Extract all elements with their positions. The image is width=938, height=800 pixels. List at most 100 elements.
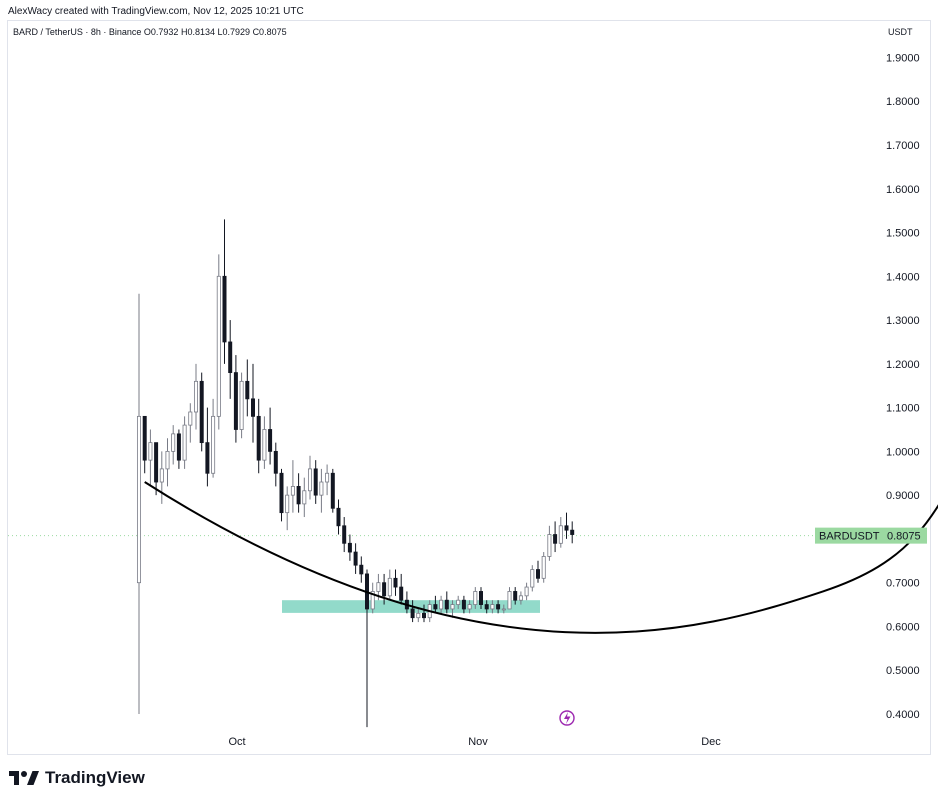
ohlc-low: L0.7929 (217, 27, 251, 37)
candle-body (518, 595, 523, 601)
candle-body (336, 507, 341, 527)
candle-body (330, 472, 335, 509)
tradingview-brand: TradingView (9, 768, 145, 788)
candle-body (382, 582, 387, 597)
candle-body (216, 275, 221, 417)
y-tick-label: 0.7000 (886, 578, 920, 590)
candle-body (376, 582, 381, 592)
candle-body (439, 599, 444, 610)
candle-body (547, 534, 552, 557)
currency-label: USDT (888, 27, 913, 37)
candle-body (250, 398, 255, 417)
candle-body (501, 608, 506, 611)
candle-body (279, 472, 284, 514)
candle-body (370, 591, 375, 610)
candle-body (302, 490, 307, 505)
candle-body (148, 442, 153, 461)
candle-body (188, 411, 193, 426)
candle-body (496, 604, 501, 610)
candle-body (228, 341, 233, 373)
candle-body (359, 564, 364, 575)
candle-body (245, 380, 250, 400)
candle-body (325, 472, 330, 483)
candle-body (142, 415, 147, 461)
y-tick-label: 1.4000 (886, 271, 920, 283)
y-tick-label: 1.9000 (886, 52, 920, 64)
candle-body (296, 485, 301, 505)
candle-body (233, 372, 238, 430)
candle-body (570, 529, 575, 535)
price-tag-symbol: BARDUSDT (819, 531, 880, 543)
tradingview-logo-icon (9, 771, 39, 785)
y-tick-label: 1.2000 (886, 359, 920, 371)
flash-icon (559, 710, 575, 726)
y-tick-label: 0.4000 (886, 709, 920, 721)
candle-body (285, 494, 290, 514)
y-tick-label: 1.3000 (886, 315, 920, 327)
candle-body (154, 442, 159, 483)
price-tag (815, 527, 927, 544)
candle-body (273, 450, 278, 474)
ohlc-high: H0.8134 (180, 27, 215, 37)
ohlc-close: C0.8075 (252, 27, 287, 37)
candle-body (182, 424, 187, 461)
candle-body (536, 569, 541, 579)
y-tick-label: 1.1000 (886, 403, 920, 415)
symbol-line: BARD / TetherUS · 8h · Binance (13, 27, 142, 37)
brand-name: TradingView (45, 768, 145, 787)
candle-body (558, 525, 563, 544)
candle-body (222, 275, 227, 343)
y-tick-label: 1.5000 (886, 228, 920, 240)
y-tick-label: 0.6000 (886, 621, 920, 633)
created-by-line: AlexWacy created with TradingView.com, N… (8, 6, 304, 17)
y-tick-label: 1.7000 (886, 140, 920, 152)
x-tick-label: Dec (701, 736, 721, 748)
candle-body (564, 525, 569, 531)
y-tick-label: 0.5000 (886, 665, 920, 677)
candle-body (159, 468, 164, 483)
y-tick-label: 1.8000 (886, 96, 920, 108)
y-tick-label: 1.6000 (886, 184, 920, 196)
candle-body (416, 612, 421, 619)
candle-body (467, 604, 472, 610)
candle-body (393, 577, 398, 588)
y-tick-label: 1.0000 (886, 446, 920, 458)
candle-body (199, 380, 204, 444)
candle-body (553, 534, 558, 544)
candle-body (171, 433, 176, 452)
candle-body (256, 415, 261, 461)
chart-frame (7, 20, 931, 755)
candle-body (461, 599, 466, 610)
candle-body (165, 450, 170, 470)
candle-body (410, 608, 415, 619)
candle-body (444, 599, 449, 610)
candle-body (530, 569, 535, 588)
x-tick-label: Nov (468, 736, 488, 748)
candle-body (433, 604, 438, 610)
candle-body (193, 380, 198, 413)
candle-body (307, 468, 312, 492)
candle-body (290, 485, 295, 496)
symbol-legend: BARD / TetherUS · 8h · Binance O0.7932 H… (13, 27, 287, 37)
candle-body (211, 415, 216, 474)
candle-body (399, 586, 404, 601)
candle-body (490, 604, 495, 610)
candle-body (450, 604, 455, 610)
y-tick-label: 0.9000 (886, 490, 920, 502)
candle-body (387, 577, 392, 597)
candle-body (205, 442, 210, 474)
candle-body (136, 415, 141, 584)
candle-body (473, 591, 478, 605)
candle-body (541, 556, 546, 579)
flash-icon-bolt (564, 712, 571, 724)
candle-body (353, 551, 358, 566)
candle-body (524, 586, 529, 597)
candle-body (507, 591, 512, 610)
candle-body (456, 599, 461, 605)
candle-body (347, 542, 352, 553)
candle-body (268, 429, 273, 452)
candle-body (421, 612, 426, 619)
rounding-bottom-curve (144, 481, 938, 634)
candle-body (513, 591, 518, 601)
